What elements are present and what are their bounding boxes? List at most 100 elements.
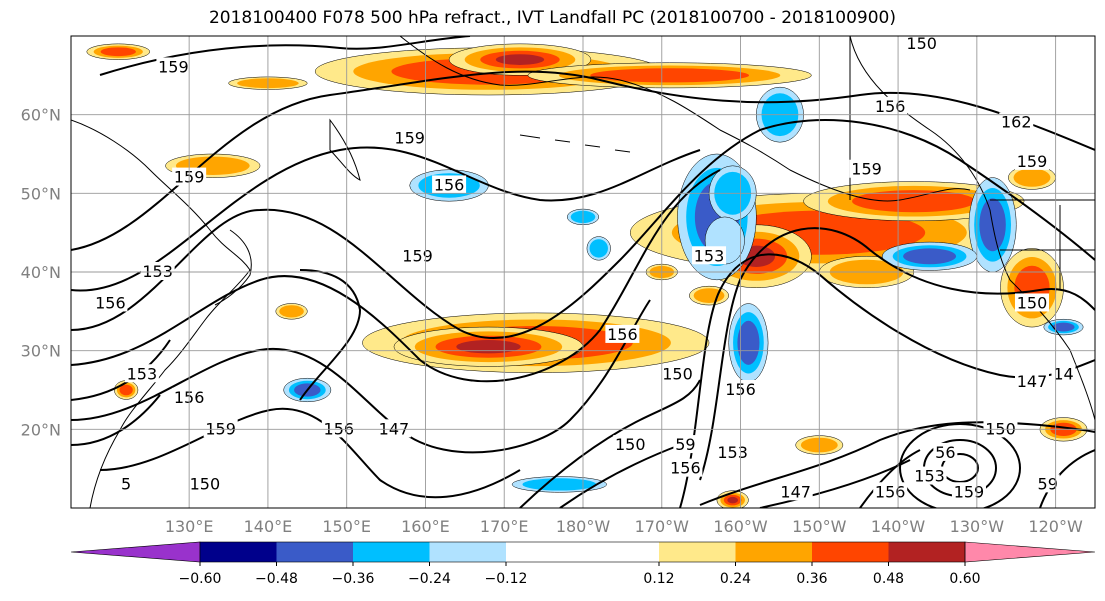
shaded-region <box>903 248 957 265</box>
contour-label-bg <box>999 112 1034 131</box>
contour-label-bg <box>140 262 175 280</box>
lon-tick-label: 170°E <box>480 517 529 536</box>
contour-label-bg <box>951 482 986 501</box>
contour-label: 150 <box>190 474 221 493</box>
contour-label-bg <box>715 442 750 461</box>
lon-tick-label: 140°W <box>871 517 926 536</box>
contour-label: 156 <box>875 482 906 501</box>
lon-tick-label: 180°W <box>556 517 611 536</box>
contour-label-bg <box>119 474 134 493</box>
contour-line <box>71 146 701 292</box>
lon-tick-label: 160°W <box>713 517 768 536</box>
aleutian-islands <box>519 134 631 153</box>
colorbar-tick-label: 0.60 <box>949 571 980 587</box>
contour-label-bg <box>1014 151 1049 170</box>
contour-label: 150 <box>615 435 646 454</box>
shaded-region <box>590 68 750 83</box>
contour-label: 159 <box>1017 152 1048 171</box>
contour-line <box>299 269 362 401</box>
contour-label-bg <box>849 159 884 178</box>
coastline-kamchatka <box>329 118 361 181</box>
lon-tick-label: 130°W <box>950 517 1005 536</box>
lon-tick-label: 140°E <box>244 517 293 536</box>
contour-label: 150 <box>662 364 693 383</box>
contour-label-bg <box>400 246 435 265</box>
shaded-region <box>727 496 739 504</box>
coastline-japan <box>214 229 252 306</box>
contour-line <box>71 70 1095 251</box>
contour-label: 150 <box>985 419 1016 438</box>
contour-label-bg <box>660 364 695 383</box>
colorbar-tick-label: 0.36 <box>796 571 827 587</box>
shaded-region <box>522 478 597 491</box>
contour-label: 156 <box>95 293 126 312</box>
contour-label: 59 <box>675 435 695 454</box>
contour-label: 156 <box>607 325 638 344</box>
contour-label-bg <box>432 175 467 194</box>
colorbar-segment <box>506 542 659 562</box>
contour-label-bg <box>392 128 427 147</box>
shaded-region <box>589 239 608 258</box>
colorbar-tick-label: −0.36 <box>332 571 375 587</box>
contour-label: 156 <box>324 419 355 438</box>
colorbar-extend-low <box>70 541 201 563</box>
map-title: 2018100400 F078 500 hPa refract., IVT La… <box>208 8 896 28</box>
contour-label: 5 <box>121 474 131 493</box>
contour-label: 153 <box>694 246 725 265</box>
shaded-region <box>100 47 136 57</box>
colorbar-frame <box>199 541 966 563</box>
shaded-region <box>852 190 976 213</box>
lat-tick-label: 40°N <box>21 263 61 282</box>
contour-label-bg <box>321 419 356 438</box>
contour-label: 159 <box>205 419 236 438</box>
colorbar-tick-label: 0.24 <box>720 571 751 587</box>
lon-tick-label: 150°W <box>792 517 847 536</box>
contour-label-bg <box>778 482 813 501</box>
contour-label: 147 <box>379 419 410 438</box>
coastline-alaska <box>399 36 971 202</box>
shaded-region <box>737 320 760 365</box>
shaded-region <box>495 54 545 65</box>
height-contours <box>71 36 1095 508</box>
contour-label: 14 <box>1053 364 1073 383</box>
contour-labels: 159 150 156 162 159 159 156 159 159 159 153 156 153 1… <box>93 36 1076 501</box>
coastline-north-america <box>849 36 1095 421</box>
lat-tick-label: 30°N <box>21 342 61 361</box>
plot-frame <box>70 35 1096 509</box>
contour-label-bg <box>983 419 1018 438</box>
colorbar-tick-label: 0.48 <box>873 571 904 587</box>
contour-label-bg <box>613 435 648 454</box>
colorbar-tick-label: −0.24 <box>408 571 451 587</box>
colorbar-segment <box>888 542 965 562</box>
coastline-asia <box>71 119 251 508</box>
shaded-region <box>119 384 133 396</box>
colorbar-tick-label: −0.12 <box>485 571 528 587</box>
colorbar-extend-high <box>964 541 1096 563</box>
contour-label: 159 <box>394 128 425 147</box>
contour-label-bg <box>1014 372 1049 391</box>
contour-label: 150 <box>1017 293 1048 312</box>
colorbar-tick-label: 0.12 <box>643 571 674 587</box>
colorbar-segment <box>276 542 353 562</box>
lon-tick-label: 160°E <box>401 517 450 536</box>
contour-label: 153 <box>717 443 748 462</box>
shaded-region <box>279 305 304 318</box>
lon-tick-label: 150°E <box>322 517 371 536</box>
contour-label-bg <box>673 435 698 454</box>
contour-label-bg <box>912 466 947 485</box>
contour-label: 159 <box>158 57 189 76</box>
longitude-axis: 130°E 140°E 150°E 160°E 170°E 180°W 170°W 160°W… <box>165 517 1083 536</box>
contour-label: 153 <box>142 262 173 281</box>
lon-tick-label: 130°E <box>165 517 214 536</box>
contour-label: 147 <box>780 482 811 501</box>
lat-tick-label: 50°N <box>21 184 61 203</box>
contour-label: 156 <box>875 97 906 116</box>
contour-label-bg <box>1051 364 1076 383</box>
graticule <box>71 36 1095 508</box>
contour-line <box>859 449 921 508</box>
contour-label-bg <box>605 324 640 343</box>
contour-line <box>699 421 1095 506</box>
contour-label-bg <box>904 36 939 52</box>
shaded-region <box>1013 168 1051 187</box>
